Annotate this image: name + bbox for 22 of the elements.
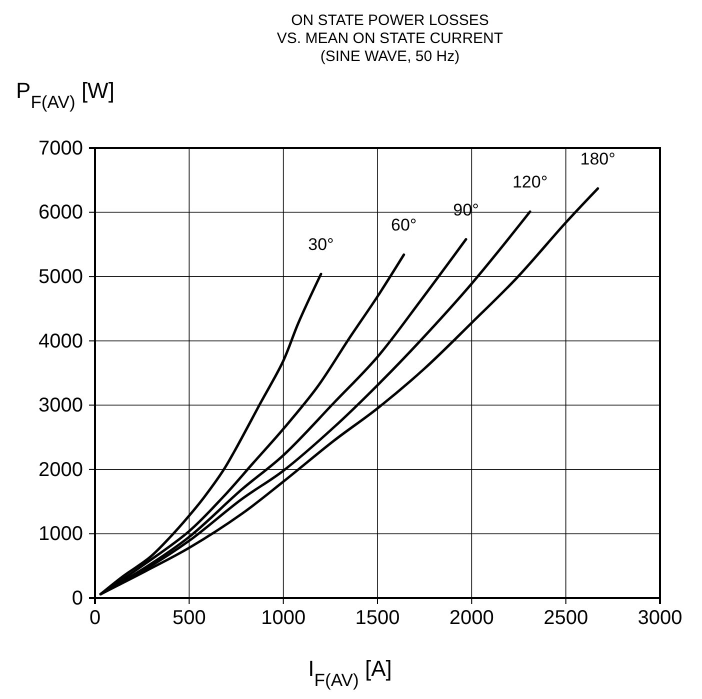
y-tick-label: 6000 <box>38 202 83 224</box>
y-tick-label: 3000 <box>38 394 83 417</box>
y-tick-label: 0 <box>72 587 83 610</box>
x-tick-label: 1500 <box>355 607 400 630</box>
y-tick-label: 1000 <box>38 523 83 546</box>
y-tick-label: 4000 <box>38 330 83 352</box>
series-label: 180° <box>580 150 616 168</box>
chart-title: ON STATE POWER LOSSES VS. MEAN ON STATE CURRENT (SINE WAVE, 50 Hz) <box>276 12 504 65</box>
series-label: 120° <box>512 172 548 192</box>
x-tick-label: 500 <box>172 607 206 630</box>
y-tick-label: 7000 <box>38 137 83 160</box>
x-axis-title: I$_{F(AV)}$ [A] <box>308 656 392 690</box>
x-tick-label: 1000 <box>261 607 306 630</box>
x-tick-label: 2000 <box>449 607 494 630</box>
x-tick-label: 3000 <box>638 607 682 630</box>
y-tick-label: 5000 <box>38 266 83 288</box>
series-label: 60° <box>391 216 417 235</box>
x-tick-label: 2500 <box>544 607 588 630</box>
series-label: 30° <box>308 235 334 254</box>
y-tick-label: 2000 <box>38 458 83 481</box>
x-tick-label: 0 <box>89 607 101 630</box>
y-axis-title: P$_{F(AV)}$ [W] <box>16 78 114 112</box>
